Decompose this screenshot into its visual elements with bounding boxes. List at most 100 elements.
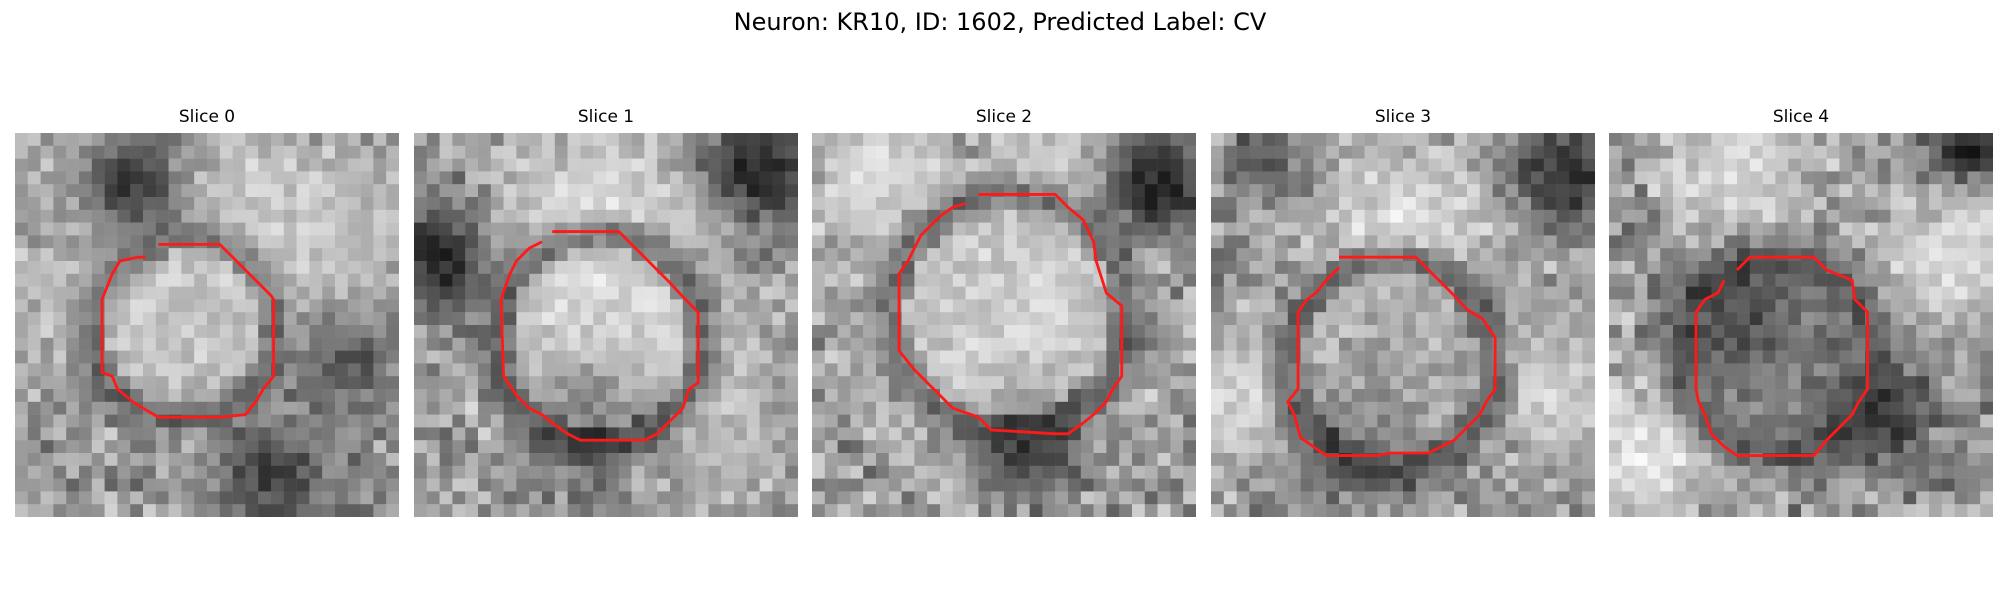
pixel bbox=[1377, 427, 1391, 441]
pixel bbox=[863, 209, 877, 223]
pixel bbox=[644, 440, 658, 454]
pixel bbox=[1967, 299, 1981, 313]
pixel bbox=[1055, 414, 1069, 428]
pixel bbox=[1813, 427, 1827, 441]
pixel bbox=[824, 222, 838, 236]
pixel bbox=[1711, 453, 1725, 467]
pixel bbox=[1441, 145, 1455, 159]
pixel bbox=[1249, 389, 1263, 403]
pixel bbox=[785, 171, 798, 185]
pixel bbox=[542, 440, 556, 454]
pixel bbox=[695, 261, 709, 275]
pixel bbox=[1556, 325, 1570, 339]
pixel bbox=[1903, 350, 1917, 364]
pixel bbox=[1492, 286, 1506, 300]
pixel bbox=[991, 261, 1005, 275]
pixel bbox=[824, 350, 838, 364]
pixel bbox=[1183, 171, 1196, 185]
pixel bbox=[1275, 158, 1289, 172]
pixel bbox=[1377, 222, 1391, 236]
pixel bbox=[143, 197, 157, 211]
pixel bbox=[965, 325, 979, 339]
pixel bbox=[1467, 235, 1481, 249]
pixel bbox=[1929, 427, 1943, 441]
pixel bbox=[1621, 478, 1635, 492]
pixel bbox=[1275, 197, 1289, 211]
pixel bbox=[529, 376, 543, 390]
pixel bbox=[593, 350, 607, 364]
pixel bbox=[1941, 158, 1955, 172]
pixel bbox=[940, 133, 954, 147]
pixel bbox=[1080, 427, 1094, 441]
pixel bbox=[1788, 171, 1802, 185]
pixel bbox=[759, 504, 773, 517]
pixel bbox=[1826, 171, 1840, 185]
pixel bbox=[1055, 401, 1069, 415]
pixel bbox=[1518, 299, 1532, 313]
pixel bbox=[1364, 350, 1378, 364]
pixel bbox=[168, 325, 182, 339]
pixel bbox=[347, 197, 361, 211]
pixel bbox=[618, 376, 632, 390]
pixel bbox=[1967, 350, 1981, 364]
pixel bbox=[965, 478, 979, 492]
pixel bbox=[876, 350, 890, 364]
pixel bbox=[1929, 389, 1943, 403]
pixel bbox=[143, 273, 157, 287]
pixel bbox=[1762, 145, 1776, 159]
pixel bbox=[978, 401, 992, 415]
pixel bbox=[1813, 145, 1827, 159]
pixel bbox=[465, 427, 479, 441]
pixel bbox=[1775, 158, 1789, 172]
pixel bbox=[1954, 171, 1968, 185]
pixel bbox=[618, 465, 632, 479]
pixel bbox=[1531, 145, 1545, 159]
pixel bbox=[529, 363, 543, 377]
pixel bbox=[1788, 248, 1802, 262]
pixel bbox=[1454, 491, 1468, 505]
pixel bbox=[1300, 209, 1314, 223]
pixel bbox=[1106, 453, 1120, 467]
pixel bbox=[1454, 504, 1468, 517]
pixel bbox=[1852, 478, 1866, 492]
pixel bbox=[1042, 145, 1056, 159]
pixel bbox=[1839, 465, 1853, 479]
pixel bbox=[631, 299, 645, 313]
pixel bbox=[1890, 286, 1904, 300]
pixel bbox=[580, 504, 594, 517]
pixel bbox=[746, 414, 760, 428]
pixel bbox=[682, 465, 696, 479]
pixel bbox=[40, 197, 54, 211]
pixel bbox=[130, 427, 144, 441]
pixel bbox=[1275, 478, 1289, 492]
pixel bbox=[1351, 491, 1365, 505]
pixel bbox=[1016, 440, 1030, 454]
pixel bbox=[1377, 299, 1391, 313]
pixel bbox=[1326, 273, 1340, 287]
pixel bbox=[258, 158, 272, 172]
pixel bbox=[1813, 465, 1827, 479]
pixel bbox=[1211, 478, 1225, 492]
pixel bbox=[155, 248, 169, 262]
pixel bbox=[888, 209, 902, 223]
pixel bbox=[978, 363, 992, 377]
pixel bbox=[1080, 453, 1094, 467]
pixel bbox=[1505, 235, 1519, 249]
pixel bbox=[1042, 337, 1056, 351]
pixel bbox=[181, 376, 195, 390]
pixel bbox=[940, 376, 954, 390]
pixel bbox=[1967, 325, 1981, 339]
pixel bbox=[1364, 337, 1378, 351]
pixel bbox=[1865, 453, 1879, 467]
pixel bbox=[1826, 337, 1840, 351]
pixel bbox=[978, 197, 992, 211]
pixel bbox=[1249, 145, 1263, 159]
pixel bbox=[1505, 273, 1519, 287]
pixel bbox=[1004, 133, 1018, 147]
pixel-grid bbox=[812, 133, 1196, 517]
pixel bbox=[965, 363, 979, 377]
pixel bbox=[283, 209, 297, 223]
pixel bbox=[542, 350, 556, 364]
pixel bbox=[657, 401, 671, 415]
pixel bbox=[1004, 478, 1018, 492]
